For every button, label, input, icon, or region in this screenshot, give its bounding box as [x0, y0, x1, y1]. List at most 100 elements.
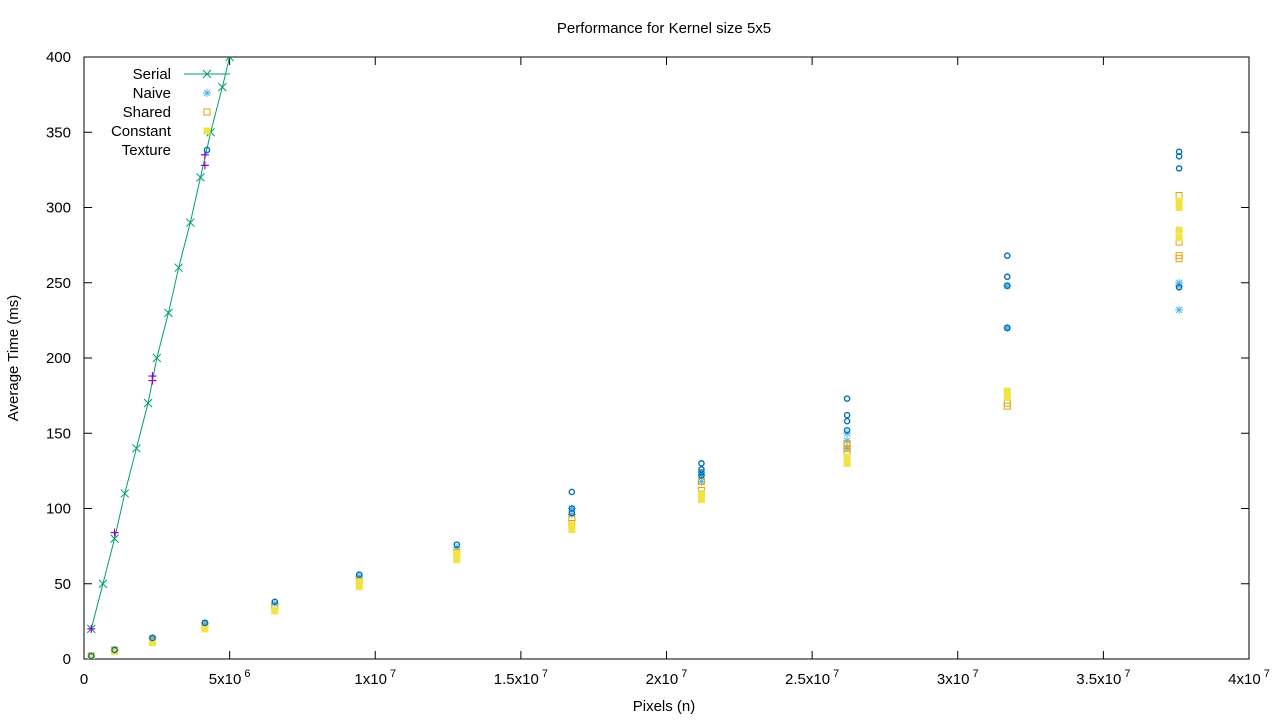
data-point	[1175, 305, 1184, 314]
data-point	[120, 489, 130, 498]
legend-label: Constant	[111, 123, 172, 140]
data-point	[568, 509, 576, 517]
data-point	[568, 526, 576, 534]
legend-entry-texture: Texture	[122, 142, 211, 159]
data-point	[843, 417, 851, 425]
data-point	[1175, 204, 1183, 211]
series-serial	[86, 57, 234, 634]
y-tick-label: 250	[46, 275, 71, 292]
data-point	[1175, 234, 1183, 242]
data-point	[196, 173, 205, 182]
x-axis-label: Pixels (n)	[633, 698, 696, 715]
legend-label: Texture	[122, 142, 171, 159]
series-extra-markers	[87, 150, 209, 633]
data-point	[1175, 226, 1183, 234]
data-point	[111, 647, 119, 655]
data-point	[271, 607, 279, 615]
y-tick-label: 300	[46, 200, 71, 217]
data-point	[152, 353, 162, 363]
legend-marker	[203, 127, 211, 135]
data-point	[698, 472, 705, 479]
data-point	[1003, 252, 1011, 259]
data-point	[1175, 165, 1183, 172]
series-shared	[87, 191, 1183, 659]
legend-entry-shared: Shared	[123, 104, 211, 121]
data-point	[355, 583, 363, 591]
x-tick-label: 2.5x10 7	[785, 668, 839, 688]
series-constant	[87, 197, 1183, 659]
data-point	[355, 571, 363, 579]
legend-label: Naive	[133, 85, 171, 102]
data-point	[1003, 324, 1011, 332]
x-tick-label: 3.5x10 7	[1076, 668, 1130, 688]
data-point	[174, 263, 184, 273]
data-point	[185, 218, 195, 227]
data-point	[1175, 252, 1183, 260]
x-tick-label: 4x10 7	[1228, 668, 1270, 688]
x-tick-label: 0	[80, 671, 88, 688]
chart-title: Performance for Kernel size 5x5	[557, 20, 771, 37]
data-point	[843, 459, 851, 467]
legend-label: Shared	[123, 104, 171, 121]
axis-ticks: 0 50 100 150 200 250 300 350 400 0 5x10 6 1x10 7 1.5x1…	[46, 49, 1270, 688]
data-point	[201, 619, 209, 627]
data-point	[225, 57, 234, 62]
data-point	[698, 466, 705, 473]
legend-label: Serial	[133, 66, 171, 83]
y-tick-label: 350	[46, 124, 71, 141]
legend-marker	[203, 146, 211, 154]
data-point	[843, 411, 851, 419]
data-point	[1175, 191, 1183, 199]
data-point	[698, 460, 705, 467]
data-point	[843, 440, 851, 448]
data-point	[143, 398, 153, 408]
data-point	[200, 161, 209, 170]
y-axis-label: Average Time (ms)	[5, 295, 22, 421]
data-point	[568, 521, 576, 529]
data-point	[843, 444, 851, 452]
data-point	[355, 578, 363, 586]
legend: Serial Naive Shared Constant Texture	[111, 66, 230, 159]
x-tick-label: 2x10 7	[646, 668, 688, 688]
data-point	[453, 541, 461, 548]
y-tick-label: 100	[46, 501, 71, 518]
y-tick-label: 150	[46, 425, 71, 442]
data-point	[98, 579, 108, 589]
data-point	[1003, 387, 1011, 395]
data-point	[217, 82, 227, 92]
data-point	[87, 653, 95, 659]
series-line	[90, 57, 231, 630]
y-tick-label: 50	[54, 576, 71, 593]
data-point	[164, 308, 173, 318]
x-tick-label: 3x10 7	[937, 668, 979, 688]
data-point	[843, 426, 851, 434]
data-point	[698, 469, 705, 476]
data-point	[149, 634, 156, 642]
data-point	[1175, 197, 1183, 205]
data-point	[110, 534, 119, 543]
data-point	[453, 550, 461, 558]
plot-frame	[83, 56, 1250, 660]
y-tick-label: 200	[46, 350, 71, 367]
series-naive	[87, 278, 1184, 659]
y-tick-label: 400	[46, 49, 71, 66]
data-point	[1003, 273, 1011, 281]
legend-marker	[202, 69, 212, 79]
data-point	[110, 528, 119, 537]
data-point	[201, 625, 209, 633]
data-point	[111, 646, 118, 654]
plot-border	[83, 56, 1250, 660]
data-point	[453, 556, 461, 564]
data-point	[1003, 282, 1011, 290]
data-point	[271, 598, 279, 606]
data-point	[843, 453, 851, 461]
x-tick-label: 1x10 7	[354, 668, 396, 688]
data-point	[697, 489, 705, 497]
axis-labels: Performance for Kernel size 5x5 Pixels (…	[5, 20, 771, 715]
data-point	[843, 395, 851, 402]
data-point	[568, 488, 576, 496]
data-point	[697, 495, 705, 503]
data-point	[87, 652, 95, 659]
